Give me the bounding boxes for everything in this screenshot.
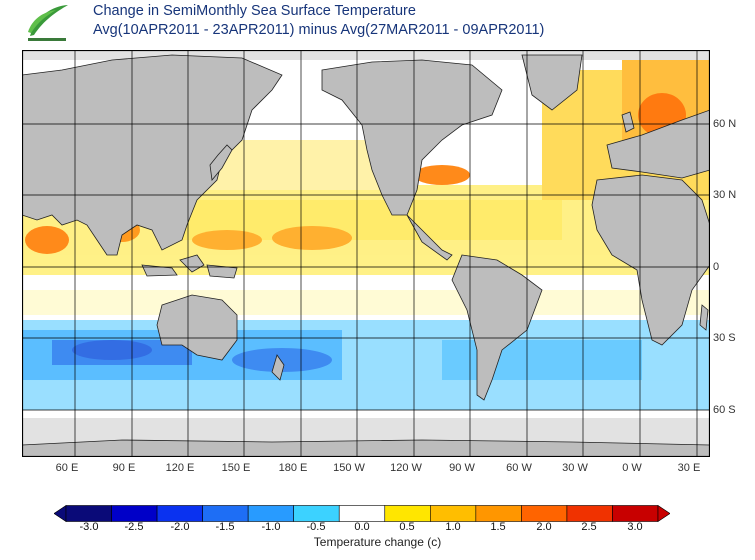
colorbar-swatch: [475, 505, 522, 522]
lat-label-0: 0: [713, 261, 720, 273]
colorbar-tick: -1.5: [215, 521, 235, 533]
lon-label-90e: 90 E: [112, 462, 136, 474]
lat-label-60n: 60 N: [713, 118, 737, 130]
colorbar-tick: -2.5: [124, 521, 144, 533]
lon-label-150w: 150 W: [333, 462, 365, 474]
colorbar-swatch: [202, 505, 249, 522]
sst-change-map: [22, 50, 710, 457]
colorbar: [54, 505, 670, 522]
colorbar-swatch: [521, 505, 568, 522]
cool-anomaly-band: [22, 290, 710, 410]
colorbar-tick: 2.5: [581, 521, 597, 533]
colorbar-tick: -0.5: [306, 521, 326, 533]
colorbar-tick: 3.0: [627, 521, 643, 533]
lon-label-30w: 30 W: [562, 462, 588, 474]
lon-label-120w: 120 W: [390, 462, 422, 474]
colorbar-swatch: [156, 505, 203, 522]
colorbar-swatch: [111, 505, 158, 522]
lon-label-180e: 180 E: [278, 462, 308, 474]
colorbar-swatch: [65, 505, 112, 522]
colorbar-high-arrow: [657, 505, 670, 522]
graticule: [22, 50, 710, 457]
lat-label-30n: 30 N: [713, 189, 737, 201]
lon-label-0w: 0 W: [622, 462, 642, 474]
colorbar-tick: -2.0: [170, 521, 190, 533]
colorbar-swatch: [293, 505, 340, 522]
colorbar-swatch: [612, 505, 659, 522]
colorbar-swatch: [338, 505, 386, 522]
colorbar-tick: 0.0: [354, 521, 370, 533]
colorbar-tick: 1.5: [490, 521, 506, 533]
lon-label-60e: 60 E: [55, 462, 79, 474]
colorbar-swatch: [430, 505, 477, 522]
colorbar-tick: -1.0: [261, 521, 281, 533]
colorbar-tick: 0.5: [399, 521, 415, 533]
lon-label-120e: 120 E: [165, 462, 195, 474]
colorbar-tick: 2.0: [536, 521, 552, 533]
lat-label-30s: 30 S: [713, 332, 736, 344]
arctic-ice: [22, 50, 710, 60]
colorbar-swatch: [566, 505, 613, 522]
chart-subtitle: Avg(10APR2011 - 23APR2011) minus Avg(27M…: [93, 22, 545, 38]
colorbar-low-arrow: [54, 505, 67, 522]
agency-logo: [28, 5, 68, 41]
colorbar-tick: -3.0: [79, 521, 99, 533]
lon-label-60w: 60 W: [506, 462, 532, 474]
lon-label-90w: 90 W: [449, 462, 475, 474]
lat-label-60s: 60 S: [713, 404, 736, 416]
lon-label-150e: 150 E: [221, 462, 251, 474]
land-masses: [22, 54, 710, 457]
colorbar-label: Temperature change (c): [313, 535, 442, 549]
colorbar-swatch: [384, 505, 431, 522]
lon-label-30e: 30 E: [677, 462, 701, 474]
colorbar-tick: 1.0: [445, 521, 461, 533]
chart-title: Change in SemiMonthly Sea Surface Temper…: [93, 3, 416, 19]
colorbar-swatch: [247, 505, 294, 522]
